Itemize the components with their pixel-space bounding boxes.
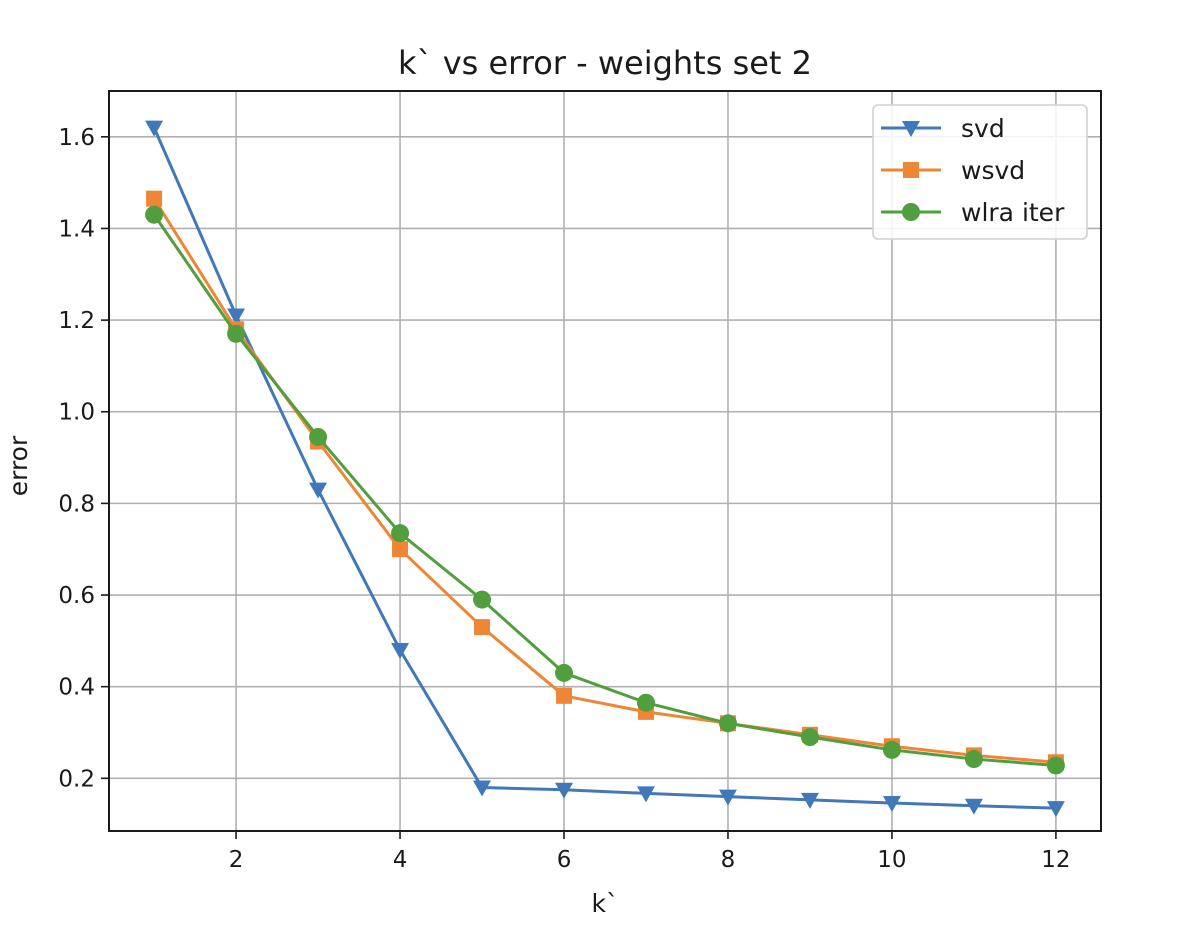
- legend-box: [872, 104, 1088, 240]
- x-tick-label: 10: [877, 847, 906, 873]
- data-point-wlra-iter: [555, 663, 574, 682]
- data-point-wlra-iter: [882, 740, 901, 759]
- data-point-svd: [391, 643, 410, 660]
- series-wsvd: [146, 190, 1064, 771]
- data-point-svd: [473, 780, 492, 797]
- data-point-svd: [636, 786, 655, 803]
- data-point-wlra-iter: [391, 524, 410, 543]
- x-tick-label: 6: [557, 847, 572, 873]
- series-layer: [145, 120, 1065, 818]
- legend-label-svd: svd: [961, 114, 1005, 143]
- legend-marker-wsvd: [903, 162, 919, 178]
- data-point-svd: [145, 120, 164, 137]
- data-point-svd: [555, 782, 574, 799]
- data-point-wlra-iter: [800, 728, 819, 747]
- data-point-wlra-iter: [309, 427, 328, 446]
- y-axis-label: error: [4, 435, 33, 496]
- x-tick-label: 8: [721, 847, 736, 873]
- data-point-wlra-iter: [718, 714, 737, 733]
- legend-marker-svd: [902, 121, 920, 137]
- data-point-svd: [882, 796, 901, 813]
- data-point-wsvd: [146, 190, 163, 207]
- y-tick-label: 0.6: [58, 583, 95, 609]
- legend-label-wsvd: wsvd: [961, 156, 1025, 185]
- data-point-wsvd: [556, 687, 573, 704]
- data-point-wlra-iter: [1046, 756, 1065, 775]
- y-tick-label: 0.4: [58, 675, 95, 701]
- series-line-svd: [152, 127, 1056, 810]
- data-point-svd: [309, 482, 328, 499]
- data-point-wlra-iter: [227, 324, 246, 343]
- series-wlra-iter: [145, 205, 1065, 775]
- data-point-svd: [227, 308, 246, 325]
- legend-label-wlra-iter: wlra iter: [961, 198, 1065, 227]
- data-point-wlra-iter: [964, 750, 983, 769]
- plot-area: [108, 90, 1102, 832]
- x-tick-label: 12: [1041, 847, 1070, 873]
- data-point-svd: [964, 798, 983, 815]
- y-tick-label: 0.2: [58, 766, 95, 792]
- x-axis-label: k`: [592, 889, 619, 918]
- x-tick-label: 2: [229, 847, 244, 873]
- y-tick-label: 1.0: [58, 400, 95, 426]
- data-point-wlra-iter: [145, 205, 164, 224]
- y-tick-label: 1.6: [58, 125, 95, 151]
- legend-marker-wlra-iter: [902, 203, 920, 221]
- data-point-wsvd: [392, 541, 409, 558]
- y-tick-label: 1.2: [58, 308, 95, 334]
- x-tick-label: 4: [393, 847, 408, 873]
- y-tick-label: 1.4: [58, 216, 95, 242]
- series-svd: [145, 120, 1065, 818]
- data-point-svd: [718, 789, 737, 806]
- chart-title: k` vs error - weights set 2: [398, 44, 812, 82]
- data-point-wsvd: [474, 619, 491, 636]
- data-point-wlra-iter: [636, 693, 655, 712]
- data-point-wlra-iter: [473, 590, 492, 609]
- legend: svd wsvd wlra iter: [872, 104, 1088, 240]
- data-point-svd: [800, 792, 819, 809]
- series-line-wlra-iter: [152, 213, 1057, 767]
- data-point-svd: [1046, 801, 1065, 818]
- ticks: 2 4 6 8 10 12 0.2 0.4 0.6 0.8 1.0 1.2 1.4 1.6: [58, 125, 1070, 873]
- series-line-wsvd: [152, 197, 1057, 764]
- y-tick-label: 0.8: [58, 491, 95, 517]
